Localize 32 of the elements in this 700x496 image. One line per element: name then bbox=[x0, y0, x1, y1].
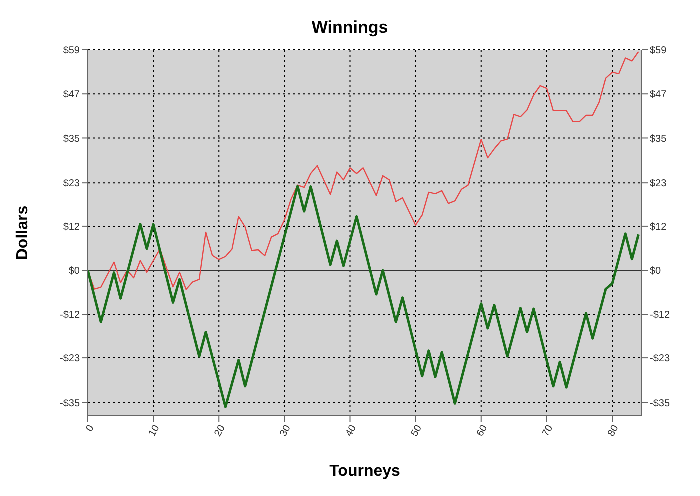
y-tick-label: $0 bbox=[68, 266, 80, 278]
y-axis-title: Dollars bbox=[14, 206, 32, 260]
y-tick-label: -$35 bbox=[60, 398, 80, 410]
y2-tick-label: $35 bbox=[650, 134, 668, 145]
y-tick-label: $47 bbox=[63, 90, 80, 101]
y-tick-label: $59 bbox=[63, 46, 80, 57]
y-tick-label: $35 bbox=[63, 134, 80, 145]
y2-tick-label: $12 bbox=[650, 222, 668, 234]
x-tick-label: 10 bbox=[147, 423, 163, 439]
y-tick-label: $12 bbox=[63, 222, 80, 234]
y2-tick-label: -$23 bbox=[650, 354, 670, 365]
y-tick-label: $23 bbox=[63, 178, 80, 190]
x-tick-label: 70 bbox=[540, 423, 556, 439]
x-tick-label: 40 bbox=[344, 423, 360, 439]
y2-tick-label: $47 bbox=[650, 90, 668, 101]
line-series bbox=[88, 185, 640, 408]
y2-tick-label: $0 bbox=[650, 266, 662, 278]
chart-title: Winnings bbox=[310, 17, 390, 39]
x-tick-label: 80 bbox=[606, 423, 622, 439]
y2-tick-label: $23 bbox=[650, 178, 668, 190]
y2-tick-label: $59 bbox=[650, 46, 668, 57]
y-tick-label: -$12 bbox=[60, 310, 80, 322]
x-axis-title: Tourneys bbox=[330, 463, 401, 480]
x-tick-label: 20 bbox=[212, 423, 228, 439]
line-series bbox=[88, 51, 640, 290]
y2-tick-label: -$12 bbox=[650, 310, 670, 322]
x-tick-label: 0 bbox=[84, 423, 97, 434]
y2-tick-label: -$35 bbox=[650, 398, 670, 410]
x-tick-label: 60 bbox=[475, 423, 490, 439]
x-tick-label: 50 bbox=[409, 423, 425, 439]
y-tick-label: -$23 bbox=[60, 354, 80, 365]
x-tick-label: 30 bbox=[278, 423, 294, 439]
